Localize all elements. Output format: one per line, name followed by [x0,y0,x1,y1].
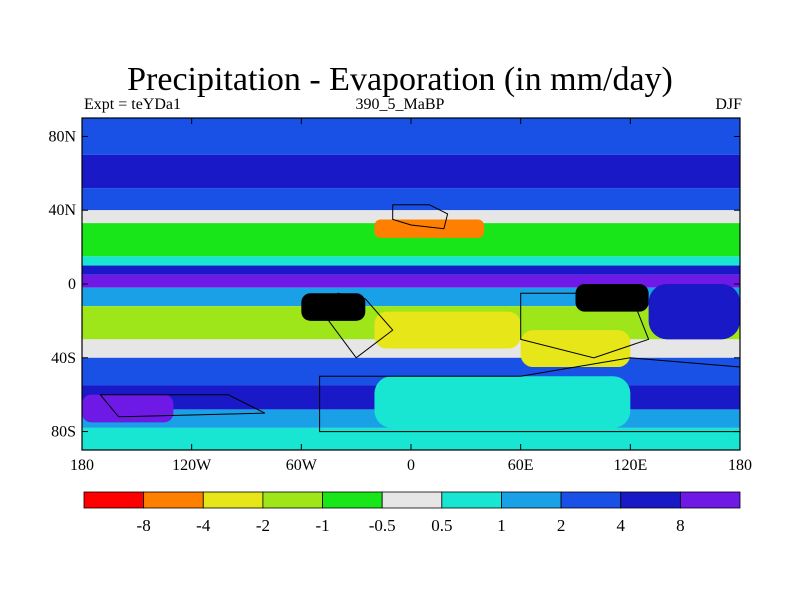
land-outline [99,394,266,418]
colorbar-swatch [441,491,502,509]
field-region [374,376,631,428]
land-outline [392,204,449,230]
field-region [374,219,485,238]
zonal-band [82,188,740,211]
zonal-band [82,154,740,189]
colorbar-swatch [202,491,264,509]
zonal-band [82,118,740,155]
land-outline [520,292,650,359]
colorbar-swatch [501,491,562,509]
map-fill [82,118,740,450]
colorbar-swatch [560,491,622,509]
map-axes: 180 120W 60W 0 60E 120E 180 80N 40N 0 40S 80S [48,118,752,474]
zonal-band [82,210,740,224]
x-tick-label: 120E [613,457,647,474]
y-tick-label: 0 [68,276,76,293]
colorbar-label: 0.5 [431,516,452,535]
zonal-band [82,256,740,266]
colorbar-label: -1 [315,516,329,535]
colorbar-swatch [322,491,383,509]
x-tick-label: 60E [508,457,534,474]
colorbar-label: 8 [676,516,685,535]
field-region [520,330,631,367]
x-tick-label: 120W [172,457,212,474]
colorbar-swatch [679,491,741,509]
x-tick-label: 0 [407,457,415,474]
colorbar-label: 4 [616,516,625,535]
colorbar-label: 1 [497,516,506,535]
colorbar-swatch [83,491,145,509]
colorbar-swatch [143,491,204,509]
field-region [374,311,521,349]
colorbar-label: -4 [196,516,211,535]
colorbar-swatch [620,491,681,509]
x-tick-label: 180 [70,457,94,474]
colorbar-label: -8 [137,516,151,535]
zonal-band [82,274,740,288]
y-tick-label: 80S [51,424,76,441]
land-outline [328,292,394,359]
land-outline [319,357,740,433]
y-tick-label: 40S [51,350,76,367]
field-region [82,394,174,423]
x-tick-label: 60W [286,457,318,474]
colorbar-label: -0.5 [369,516,396,535]
colorbar: -8 -4 -2 -1 -0.5 0.5 1 2 4 8 [83,491,741,535]
colorbar-swatch [381,491,443,509]
run-label: 390_5_MaBP [355,96,445,113]
field-region [575,284,649,312]
colorbar-swatch [262,491,323,509]
y-tick-label: 40N [48,202,76,219]
page-title: Precipitation - Evaporation (in mm/day) [127,61,673,98]
y-tick-label: 80N [48,128,76,145]
zonal-band [82,427,740,450]
x-tick-label: 180 [728,457,752,474]
field-region [648,284,740,340]
experiment-label: Expt = teYDa1 [84,96,181,113]
colorbar-label: -2 [256,516,270,535]
colorbar-label: 2 [557,516,566,535]
season-label: DJF [715,96,742,113]
land-outlines [99,204,740,433]
zonal-band [82,265,740,275]
